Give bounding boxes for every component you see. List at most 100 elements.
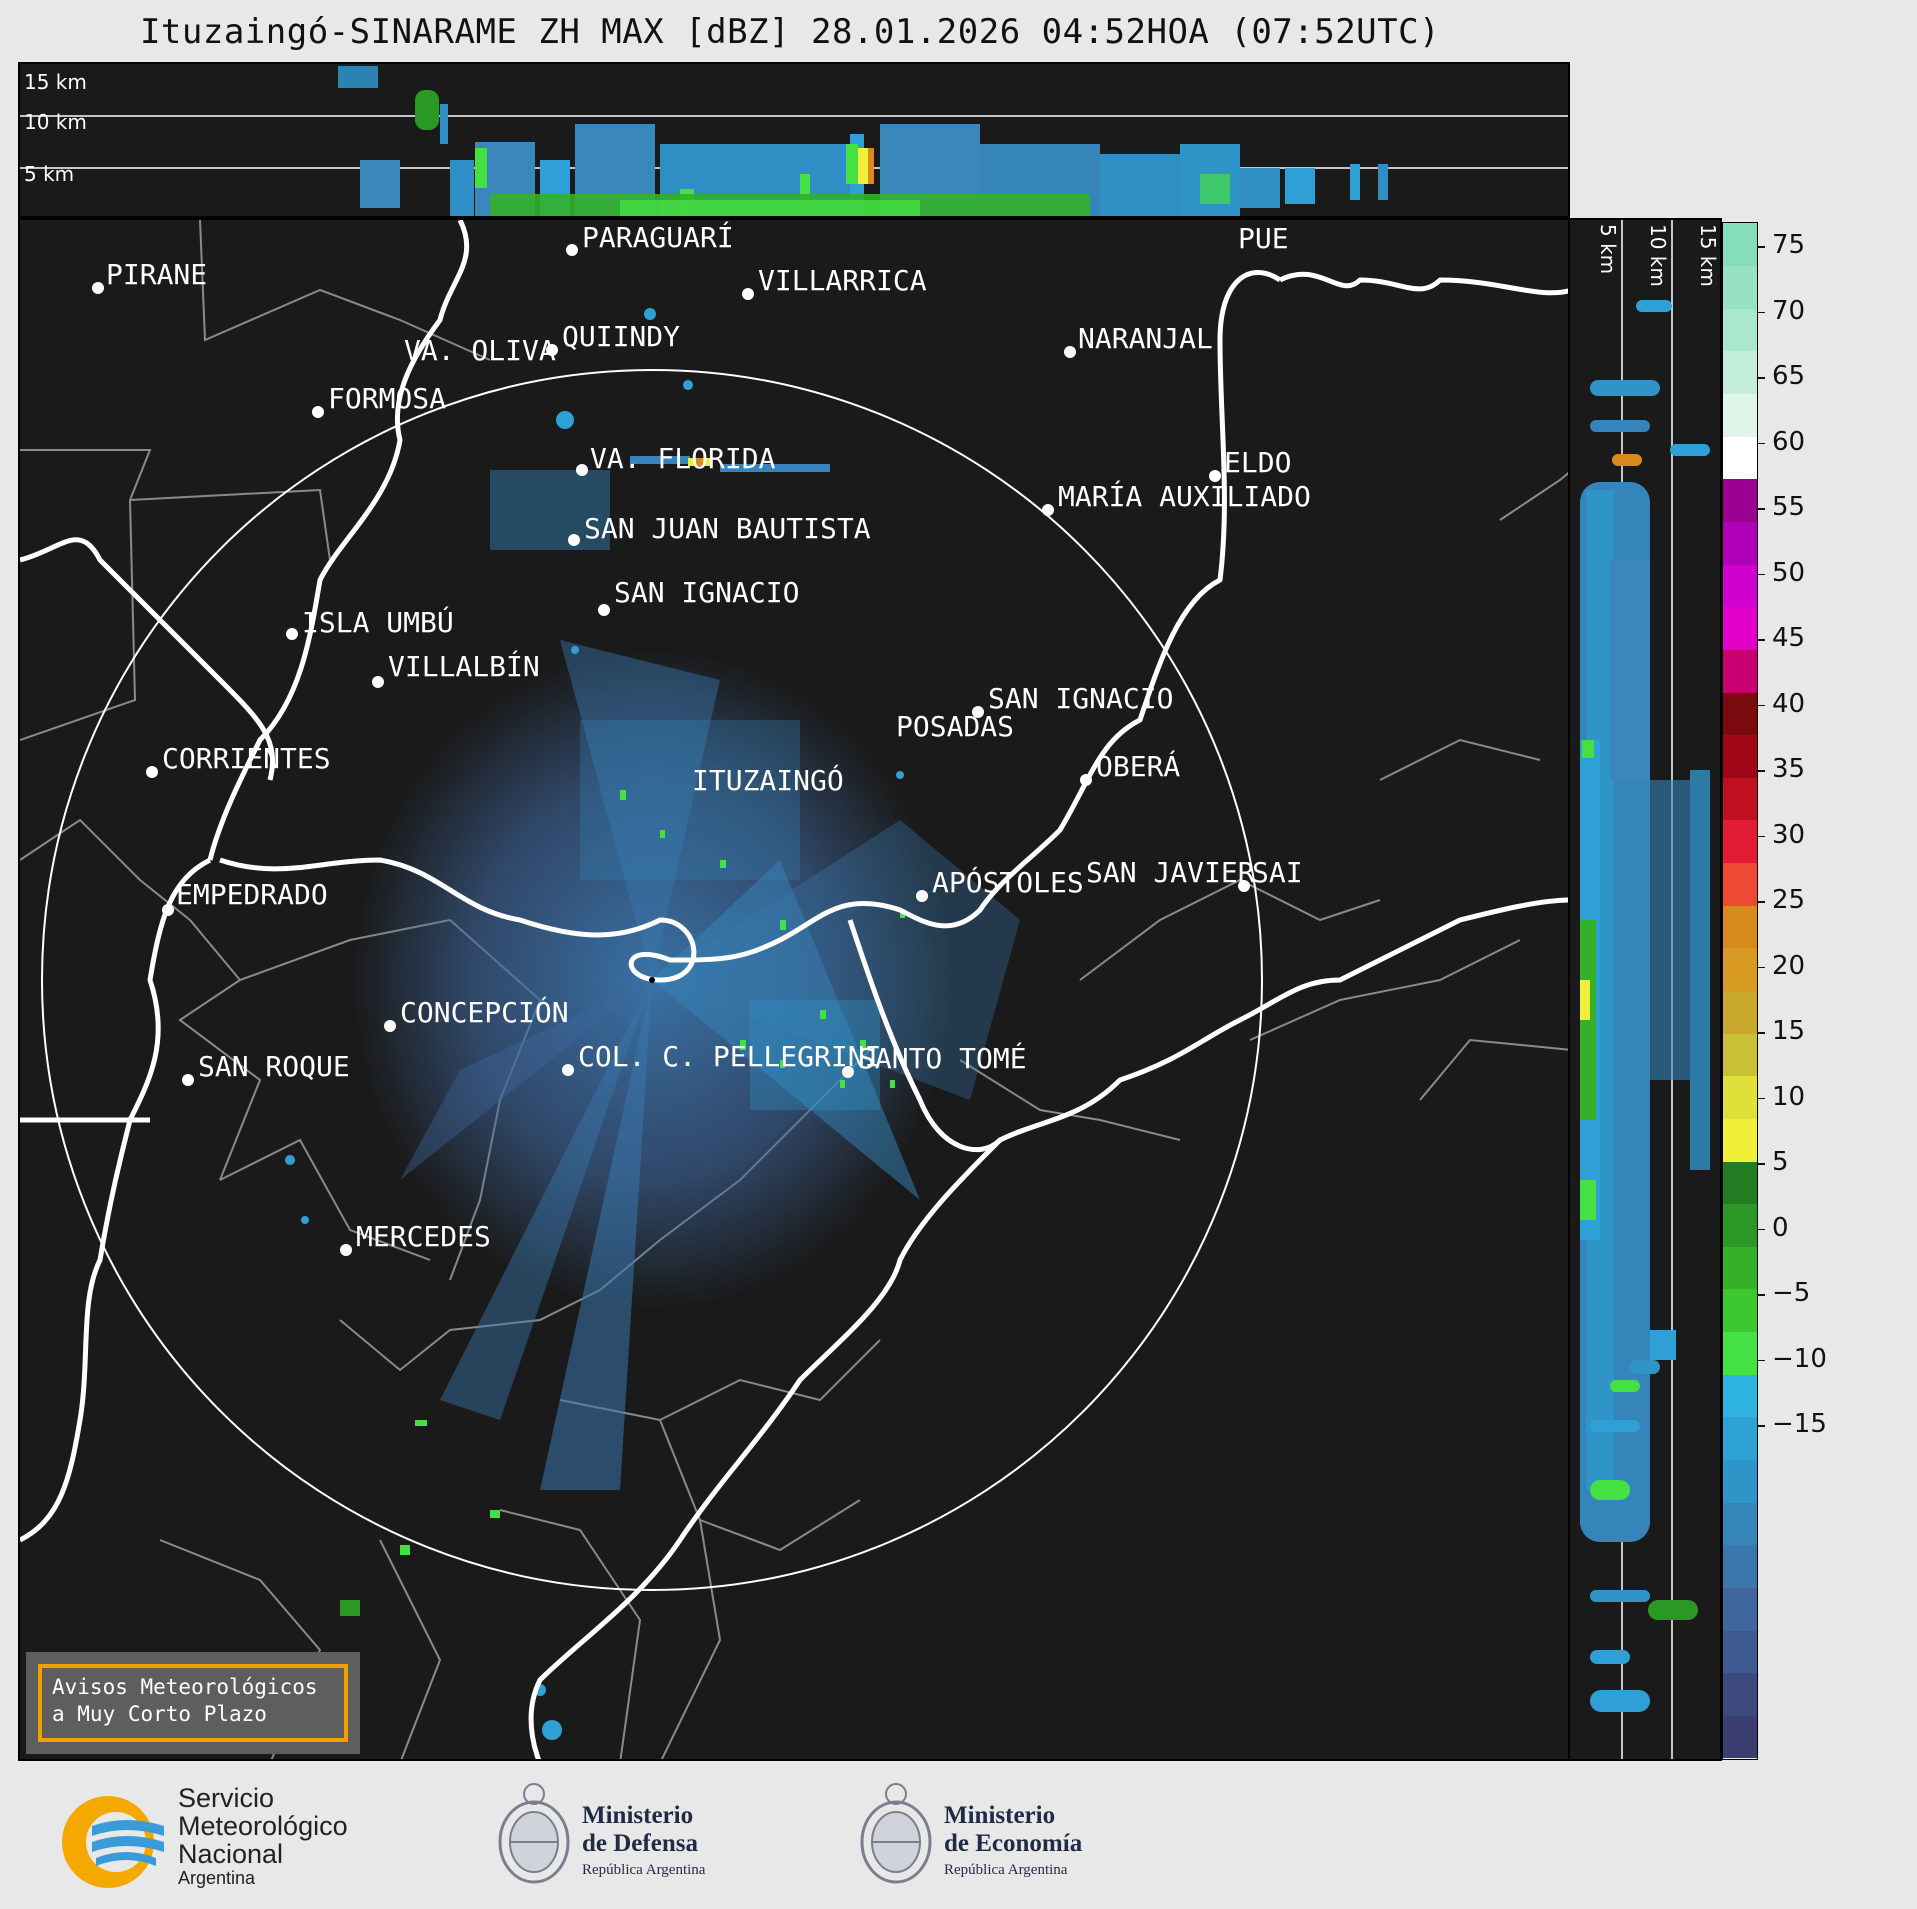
colorbar-segment <box>1723 1033 1757 1077</box>
side-height-label-10: 10 km <box>1646 224 1670 287</box>
smn-emblem-icon <box>62 1796 164 1888</box>
colorbar-segment <box>1723 1502 1757 1546</box>
colorbar-tick-label: 15 <box>1772 1016 1806 1046</box>
colorbar-tick-label: −5 <box>1772 1278 1811 1308</box>
colorbar-tick-mark <box>1757 1294 1765 1296</box>
range-ring <box>41 369 1263 1591</box>
city-label: PARAGUARÍ <box>582 221 734 254</box>
colorbar-segment <box>1723 1075 1757 1119</box>
colorbar-tick-mark <box>1757 901 1765 903</box>
colorbar-tick-label: 40 <box>1772 688 1806 719</box>
colorbar-tick-mark <box>1757 704 1765 706</box>
colorbar-segment <box>1723 1544 1757 1588</box>
colorbar-tick-label: 50 <box>1772 557 1806 588</box>
colorbar-tick-mark <box>1757 1228 1765 1230</box>
city-label: PIRANE <box>106 258 208 291</box>
city-label: SAN ROQUE <box>198 1050 350 1083</box>
city-label: ISLA UMBÚ <box>302 606 454 639</box>
colorbar-tick-label: 60 <box>1772 426 1806 457</box>
colorbar-segment <box>1723 1118 1757 1162</box>
warning-box-inner: Avisos Meteorológicos a Muy Corto Plazo <box>38 1664 348 1742</box>
colorbar-segment <box>1723 1331 1757 1375</box>
colorbar-tick-label: 10 <box>1772 1081 1806 1112</box>
colorbar-segment <box>1723 692 1757 736</box>
city-label: FORMOSA <box>328 382 447 415</box>
colorbar-segment <box>1723 1672 1757 1716</box>
warning-line-2: a Muy Corto Plazo <box>52 1702 267 1726</box>
colorbar-segment <box>1723 905 1757 949</box>
colorbar-tick-mark <box>1757 1163 1765 1165</box>
colorbar-segment <box>1723 265 1757 309</box>
city-label: MARÍA AUXILIADO <box>1058 480 1311 513</box>
side-cross-section-svg <box>1580 220 1710 1759</box>
city-label: MERCEDES <box>356 1220 491 1253</box>
warning-box[interactable]: Avisos Meteorológicos a Muy Corto Plazo <box>26 1652 360 1754</box>
city-label: EMPEDRADO <box>176 878 328 911</box>
colorbar-segment <box>1723 734 1757 778</box>
side-echoes <box>1580 300 1710 1712</box>
colorbar-segment <box>1723 1587 1757 1631</box>
city-label: SAN IGNACIO <box>988 682 1174 715</box>
colorbar-tick-mark <box>1757 1032 1765 1034</box>
side-height-label-15: 15 km <box>1696 224 1720 287</box>
colorbar-segment <box>1723 649 1757 693</box>
city-label: ITUZAINGÓ <box>692 764 844 797</box>
colorbar-segment <box>1723 777 1757 821</box>
top-cross-section-panel: 15 km 10 km 5 km <box>18 62 1570 218</box>
top-height-label-15: 15 km <box>24 70 87 94</box>
colorbar-tick-label: 20 <box>1772 950 1806 981</box>
side-height-label-5: 5 km <box>1596 224 1620 275</box>
defensa-logo: Ministerio de Defensa República Argentin… <box>494 1776 754 1896</box>
colorbar-segment <box>1723 819 1757 864</box>
city-dots <box>92 244 1250 1256</box>
smn-line-4: Argentina <box>178 1868 256 1888</box>
colorbar-segment <box>1723 478 1757 522</box>
top-echoes <box>338 66 1388 216</box>
radar-map-panel[interactable]: PARAGUARÍ VILLARRICA PIRANE QUIINDY VA. … <box>18 218 1570 1761</box>
colorbar-segment <box>1723 1374 1757 1418</box>
city-label: PUE <box>1238 222 1289 255</box>
city-label: ELDO <box>1224 446 1292 479</box>
radar-map-svg <box>20 220 1568 1759</box>
colorbar-segment <box>1723 1203 1757 1247</box>
colorbar-segment <box>1723 521 1757 565</box>
colorbar-tick-mark <box>1757 311 1765 313</box>
city-label: SANTO TOMÉ <box>858 1042 1027 1075</box>
city-label: COL. C. PELLEGRINI <box>578 1040 882 1073</box>
colorbar-segment <box>1723 223 1757 267</box>
national-shield-icon <box>498 1783 570 1884</box>
colorbar-tick-label: 70 <box>1772 295 1806 326</box>
colorbar-segment <box>1723 308 1757 352</box>
colorbar-segment <box>1723 947 1757 991</box>
top-height-label-10: 10 km <box>24 110 87 134</box>
city-label: QUIINDY <box>562 320 681 353</box>
economia-line-2: de Economía <box>944 1830 1083 1857</box>
colorbar-tick-mark <box>1757 966 1765 968</box>
colorbar-tick-label: 35 <box>1772 754 1806 784</box>
city-label: SAN JUAN BAUTISTA <box>584 512 871 545</box>
colorbar-tick-label: 65 <box>1772 361 1806 391</box>
top-cross-section-svg <box>20 66 1568 216</box>
colorbar-tick-mark <box>1757 770 1765 772</box>
colorbar-tick-label: 0 <box>1772 1212 1789 1243</box>
colorbar-segment <box>1723 350 1757 395</box>
colorbar-segment <box>1723 1288 1757 1333</box>
colorbar-segment <box>1723 1459 1757 1503</box>
colorbar-tick-mark <box>1757 1359 1765 1361</box>
city-label: OBERÁ <box>1096 750 1181 783</box>
top-height-label-5: 5 km <box>24 162 75 186</box>
city-label: VA. FLORIDA <box>590 442 776 475</box>
colorbar-segment <box>1723 436 1757 480</box>
defensa-line-1: Ministerio <box>582 1802 694 1829</box>
smn-logo: Servicio Meteorológico Nacional Argentin… <box>56 1784 396 1894</box>
colorbar-segment <box>1723 990 1757 1034</box>
colorbar-tick-label: −15 <box>1772 1409 1827 1439</box>
side-cross-section-panel: 5 km 10 km 15 km <box>1568 218 1722 1761</box>
city-label: APÓSTOLES <box>932 866 1084 899</box>
economia-line-3: República Argentina <box>944 1862 1068 1878</box>
colorbar-tick-label: 5 <box>1772 1147 1789 1177</box>
colorbar-tick-label: 55 <box>1772 492 1806 522</box>
colorbar-segment <box>1723 1630 1757 1674</box>
colorbar-tick-mark <box>1757 1425 1765 1427</box>
economia-line-1: Ministerio <box>944 1802 1056 1829</box>
